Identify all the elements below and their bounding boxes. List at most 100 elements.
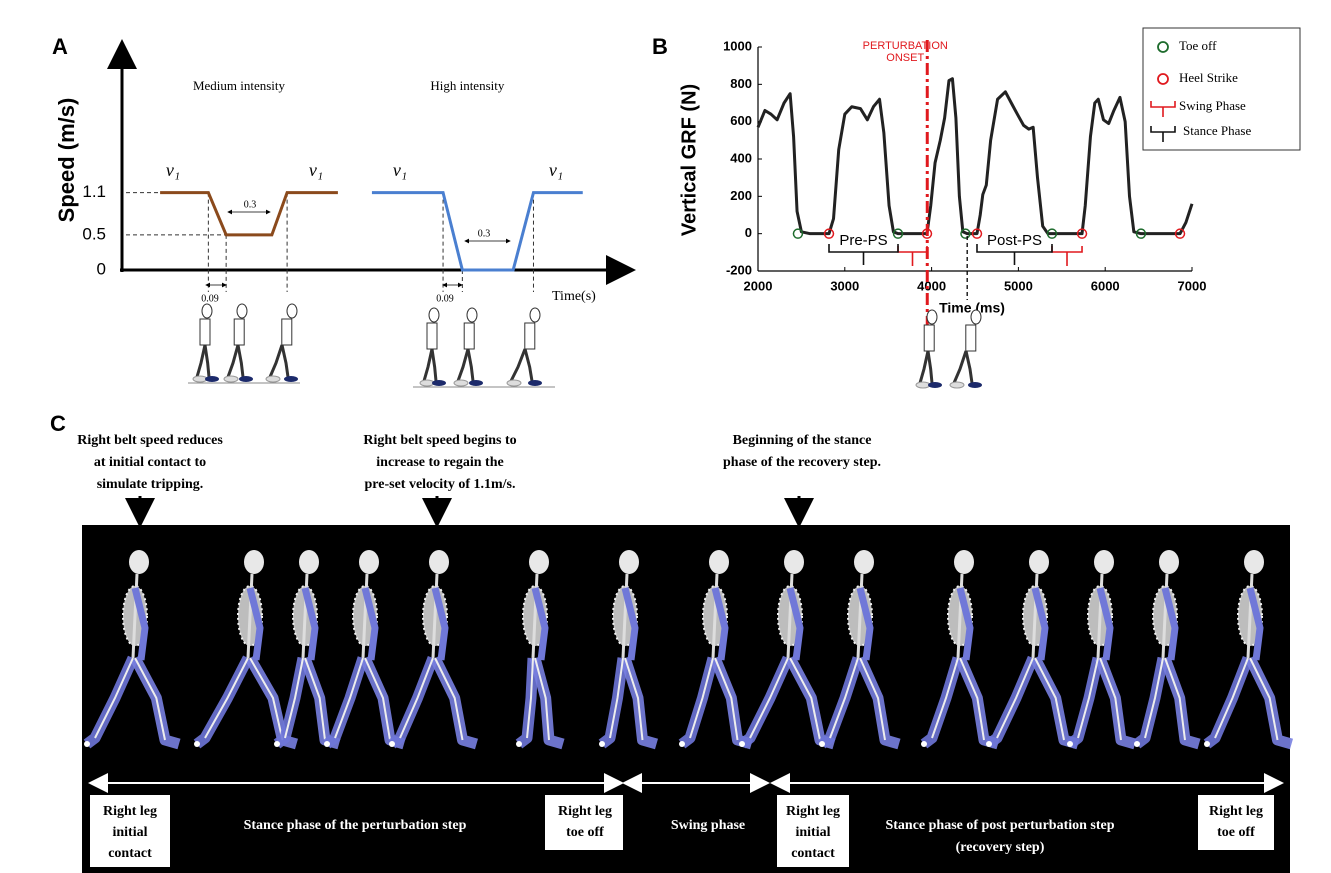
x-tick-label: 2000 bbox=[744, 278, 773, 293]
legend-label: Toe off bbox=[1179, 38, 1217, 53]
legend-label: Stance Phase bbox=[1183, 123, 1251, 138]
y-tick-label: 1.1 bbox=[82, 182, 106, 201]
skull bbox=[854, 550, 874, 574]
legend-marker bbox=[1157, 73, 1169, 85]
figure-leg bbox=[226, 344, 240, 378]
legend-marker bbox=[1157, 41, 1169, 53]
arm bbox=[1161, 587, 1179, 661]
skull bbox=[129, 550, 149, 574]
event-marker bbox=[1046, 228, 1058, 239]
joint bbox=[739, 741, 745, 747]
figure-foot bbox=[928, 382, 942, 388]
joint bbox=[324, 741, 330, 747]
y-tick-label: 0 bbox=[745, 225, 752, 240]
figure-foot bbox=[192, 375, 208, 383]
figure-leg bbox=[195, 344, 207, 378]
leg-bone bbox=[624, 657, 644, 741]
joint bbox=[1067, 741, 1073, 747]
leg-bone bbox=[304, 657, 326, 741]
note-text: increase to regain the bbox=[376, 455, 503, 470]
figure-foot bbox=[284, 376, 298, 382]
leg-bone bbox=[334, 657, 364, 739]
figure-body bbox=[524, 322, 536, 350]
figure-leg bbox=[509, 348, 527, 382]
skull bbox=[784, 550, 804, 574]
stick-figure bbox=[915, 309, 942, 389]
figure-foot bbox=[239, 376, 253, 382]
skeleton bbox=[1066, 550, 1137, 750]
event-marker bbox=[792, 228, 804, 239]
leg-bone bbox=[1214, 657, 1249, 739]
figure-body bbox=[923, 324, 935, 352]
phase-text: contact bbox=[791, 846, 835, 861]
legend-label: Heel Strike bbox=[1179, 70, 1238, 85]
figure-body bbox=[426, 322, 438, 350]
leg-bone bbox=[609, 657, 624, 739]
phase-text: toe off bbox=[1217, 825, 1255, 840]
leg-bone bbox=[1099, 657, 1122, 741]
y-axis-title: Speed (m/s) bbox=[54, 98, 79, 223]
figure-body bbox=[463, 322, 475, 350]
joint bbox=[986, 741, 992, 747]
skull bbox=[359, 550, 379, 574]
figure-foot bbox=[453, 379, 469, 387]
legend-marker bbox=[1150, 101, 1176, 117]
panel-label: A bbox=[52, 34, 68, 59]
arm bbox=[531, 587, 549, 661]
joint bbox=[389, 741, 395, 747]
phase-bracket bbox=[976, 244, 1053, 265]
arm bbox=[621, 587, 639, 661]
skull bbox=[299, 550, 319, 574]
leg-bone bbox=[789, 657, 821, 741]
figure-foot bbox=[419, 379, 435, 387]
y-tick-label: -200 bbox=[726, 262, 752, 277]
figure-leg bbox=[523, 348, 534, 382]
note-text: Right belt speed reduces bbox=[77, 433, 223, 448]
leg-bone bbox=[749, 657, 789, 739]
figure-leg bbox=[430, 348, 438, 382]
annotation: 0.3 bbox=[478, 228, 491, 239]
skull bbox=[1159, 550, 1179, 574]
figure-leg bbox=[268, 344, 284, 378]
skeleton bbox=[1133, 550, 1201, 750]
leg-bone bbox=[931, 657, 959, 739]
leg-bone bbox=[399, 657, 434, 739]
skeleton bbox=[83, 550, 181, 750]
note-text: Beginning of the stance bbox=[733, 433, 872, 448]
event-marker bbox=[1076, 228, 1088, 239]
leg-bone bbox=[284, 657, 304, 739]
figure-foot bbox=[223, 375, 239, 383]
figure-head bbox=[201, 303, 213, 319]
panel-label: C bbox=[50, 411, 66, 436]
annotation: 0.09 bbox=[201, 293, 219, 304]
phase-text: initial bbox=[795, 825, 830, 840]
stick-figure bbox=[265, 303, 298, 383]
phase-text: Right leg bbox=[103, 804, 157, 819]
series-label: Medium intensity bbox=[193, 78, 286, 93]
annotation: v₁ bbox=[309, 160, 323, 180]
phase-text: Right leg bbox=[558, 804, 612, 819]
skull bbox=[1094, 550, 1114, 574]
arm bbox=[856, 587, 874, 661]
legend-marker bbox=[1150, 126, 1176, 142]
figure-leg bbox=[952, 350, 968, 384]
leg-bone bbox=[859, 657, 886, 741]
y-tick-label: 1000 bbox=[723, 38, 752, 53]
figure-head bbox=[529, 307, 541, 323]
figure-foot bbox=[949, 381, 965, 389]
event-marker bbox=[960, 228, 971, 239]
phase-text: (recovery step) bbox=[956, 840, 1045, 855]
figure-head bbox=[236, 303, 248, 319]
leg-bone bbox=[1144, 657, 1164, 739]
leg-bone bbox=[434, 657, 464, 741]
figure-leg bbox=[280, 344, 290, 378]
phase-text: Stance phase of the perturbation step bbox=[244, 818, 467, 833]
event-marker bbox=[892, 228, 904, 239]
figure-head bbox=[466, 307, 478, 323]
x-axis-title: Time(s) bbox=[552, 289, 596, 304]
figure-body bbox=[965, 324, 977, 352]
stick-figure bbox=[192, 303, 219, 383]
leg-bone bbox=[714, 657, 739, 741]
phase-label: Post-PS bbox=[987, 232, 1042, 249]
